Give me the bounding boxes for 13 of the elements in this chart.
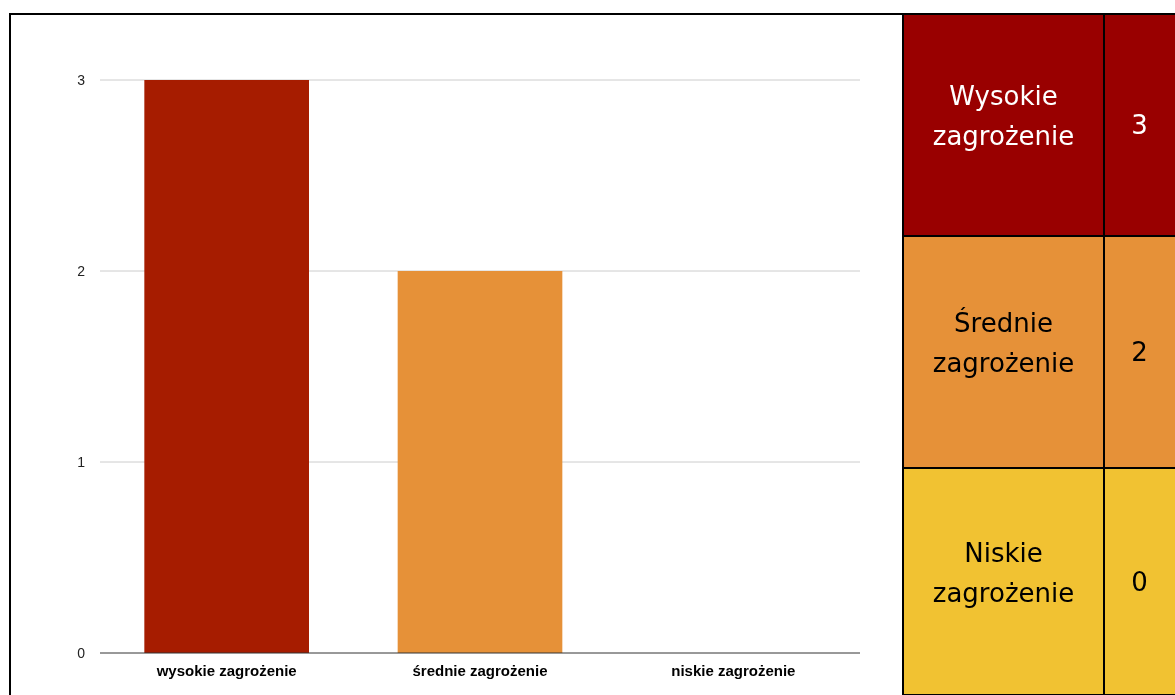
y-tick-label: 3 — [77, 71, 86, 88]
x-tick-label: niskie zagrożenie — [671, 662, 796, 679]
data-label: 3 — [1131, 110, 1148, 141]
x-tick-label: średnie zagrożenie — [412, 662, 548, 679]
x-tick-label: wysokie zagrożenie — [155, 662, 297, 679]
category-label: Niskie zagrożenie — [932, 537, 1075, 608]
category-label: Średnie zagrożenie — [932, 307, 1075, 378]
category-label: Wysokie zagrożenie — [932, 81, 1075, 151]
y-tick-label: 2 — [77, 262, 86, 279]
data-label: 0 — [1131, 566, 1148, 597]
y-tick-label: 0 — [77, 644, 86, 661]
y-tick-label: 1 — [77, 453, 86, 470]
data-label: 2 — [1131, 337, 1148, 368]
